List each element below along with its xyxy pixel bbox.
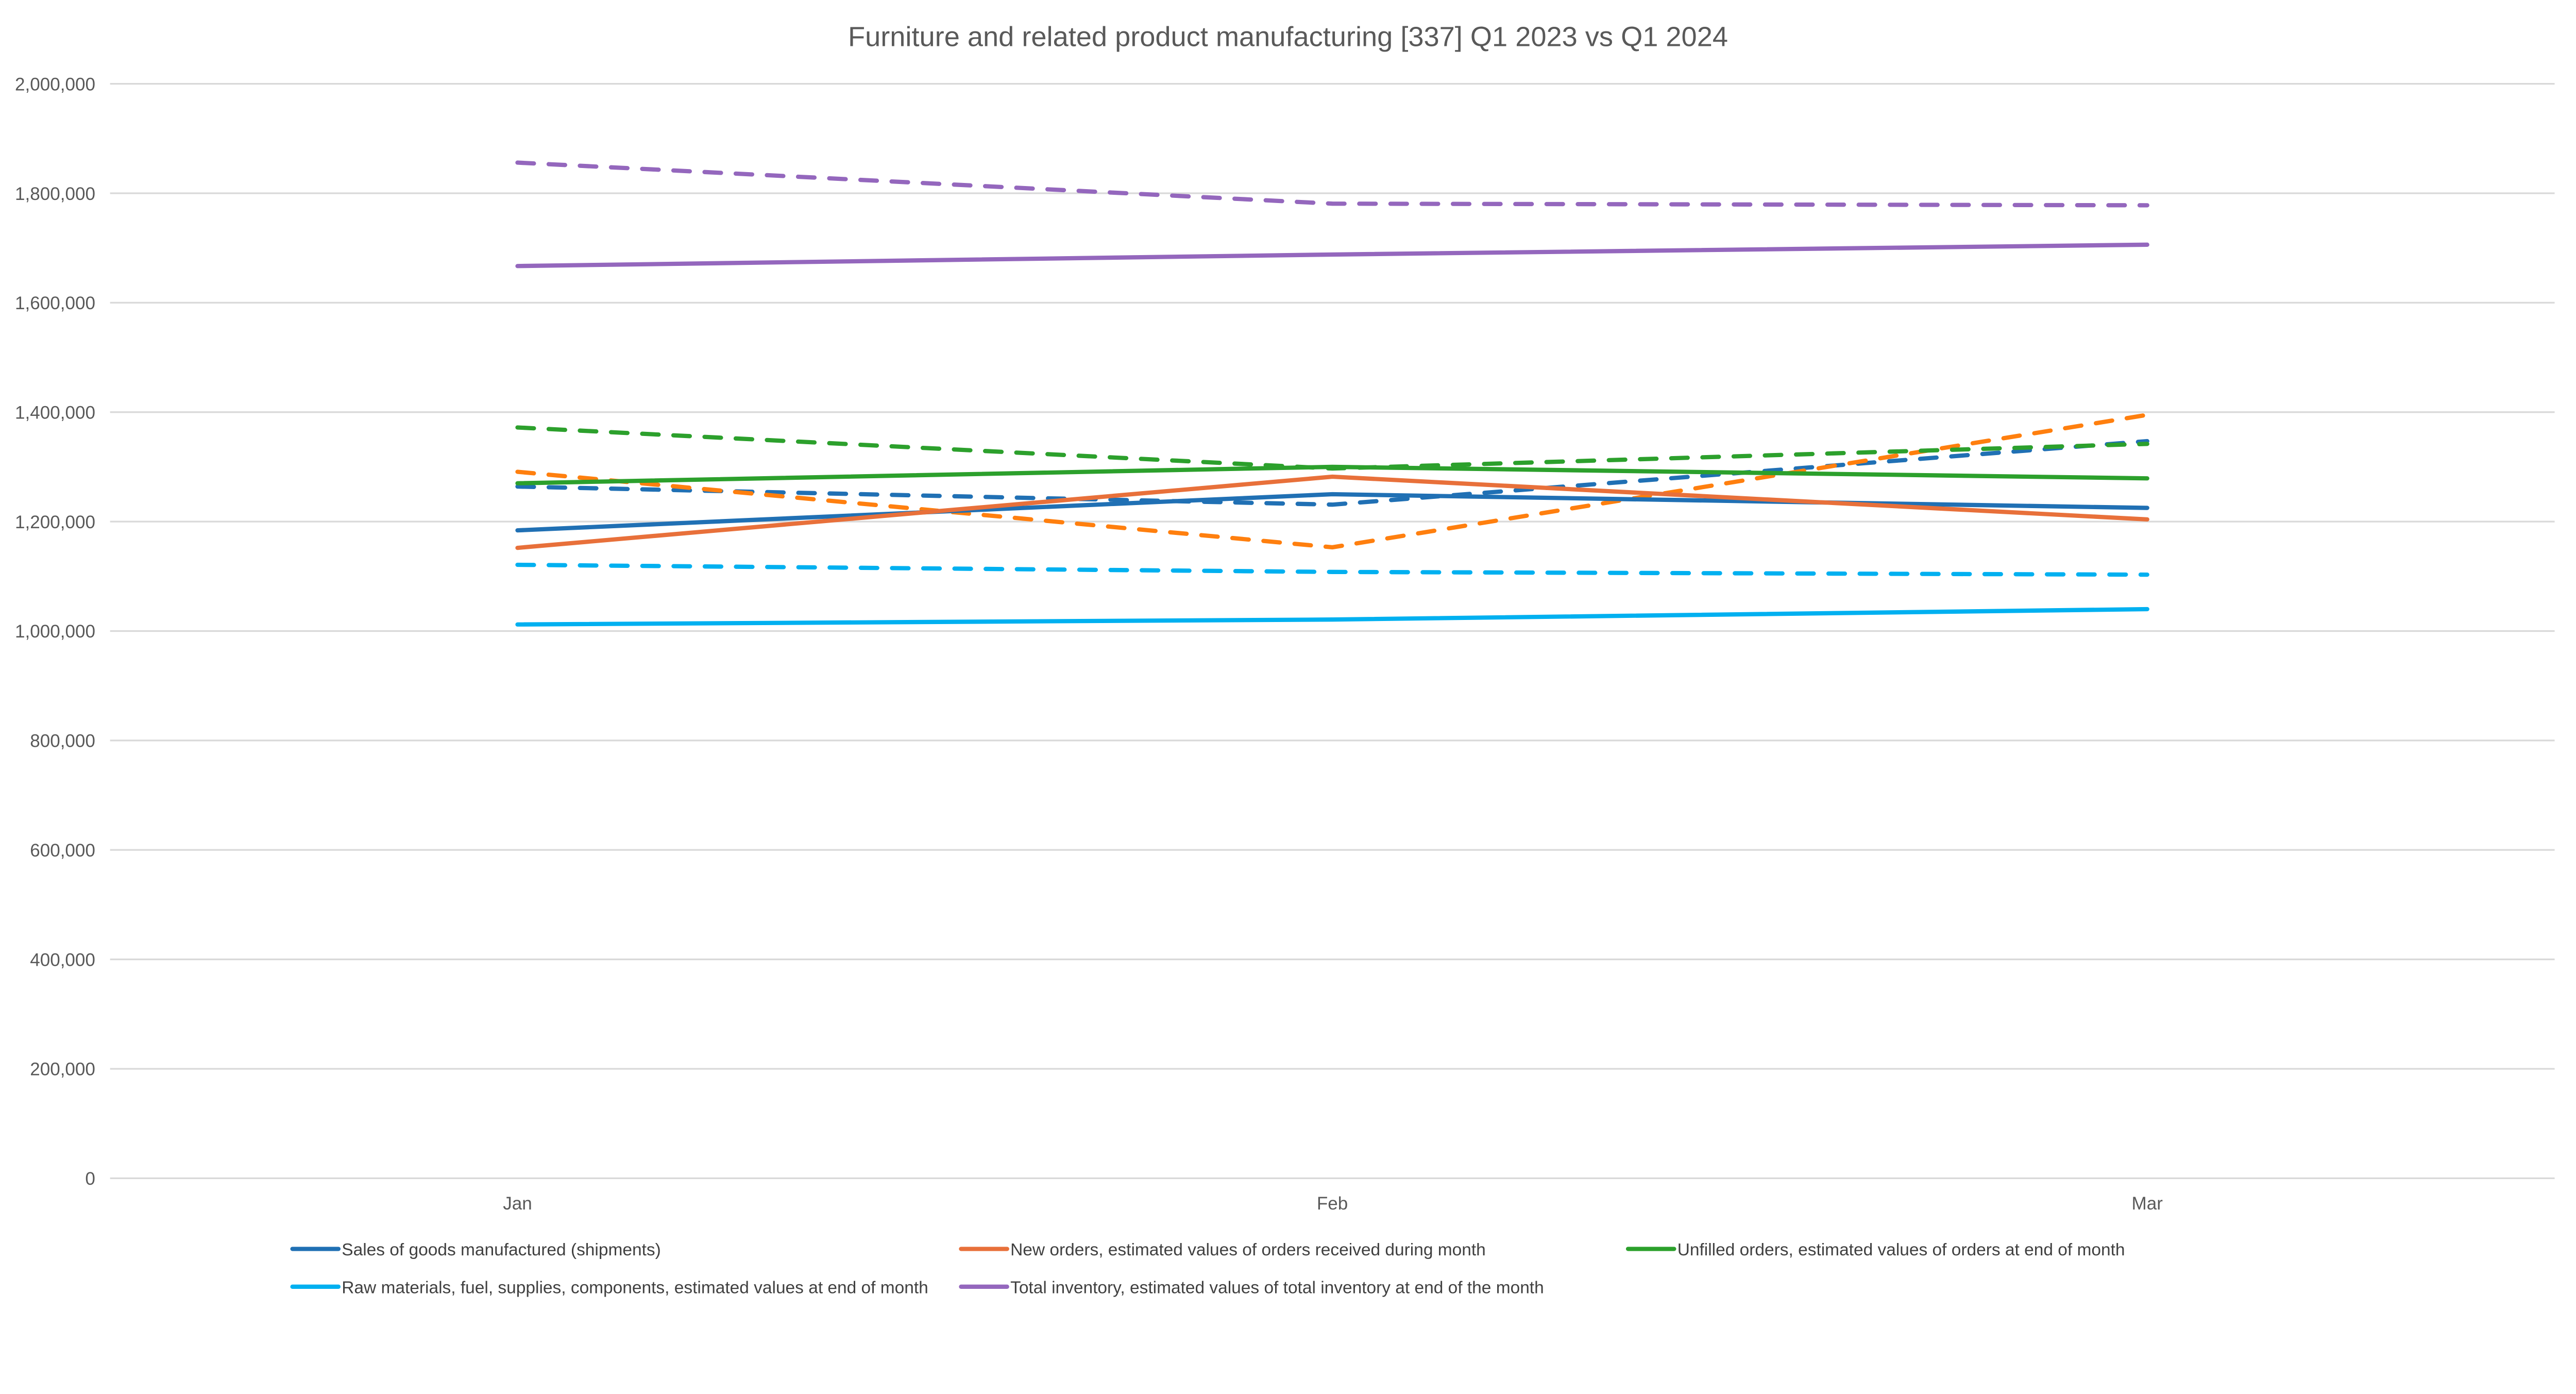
chart-title: Furniture and related product manufactur… <box>848 21 1728 52</box>
legend: Sales of goods manufactured (shipments) N… <box>290 1240 2125 1298</box>
legend-label: Sales of goods manufactured (shipments) <box>342 1240 660 1259</box>
y-tick-label: 2,000,000 <box>15 74 95 94</box>
y-tick-label: 1,200,000 <box>15 512 95 532</box>
line-chart: Furniture and related product manufactur… <box>0 0 2576 1316</box>
y-axis-ticks: 0 200,000 400,000 600,000 800,000 1,000,000 1,… <box>15 74 95 1189</box>
chart-background <box>0 0 2576 1316</box>
x-axis-ticks: Jan Feb Mar <box>503 1194 2163 1214</box>
y-tick-label: 800,000 <box>30 731 95 751</box>
legend-label: Raw materials, fuel, supplies, component… <box>342 1279 928 1298</box>
series-lines <box>515 160 2149 627</box>
legend-label: New orders, estimated values of orders r… <box>1010 1240 1486 1259</box>
y-tick-label: 1,000,000 <box>15 622 95 642</box>
y-tick-label: 1,400,000 <box>15 402 95 423</box>
y-tick-label: 1,800,000 <box>15 184 95 204</box>
y-tick-label: 0 <box>85 1169 95 1189</box>
legend-label: Total inventory, estimated values of tot… <box>1010 1279 1544 1298</box>
gridlines <box>110 83 2555 1179</box>
y-tick-label: 600,000 <box>30 841 95 861</box>
x-tick-label: Jan <box>503 1194 532 1214</box>
y-tick-label: 400,000 <box>30 950 95 970</box>
y-tick-label: 1,600,000 <box>15 293 95 313</box>
y-tick-label: 200,000 <box>30 1060 95 1080</box>
x-tick-label: Feb <box>1317 1194 1348 1214</box>
x-tick-label: Mar <box>2132 1194 2163 1214</box>
legend-label: Unfilled orders, estimated values of ord… <box>1677 1240 2125 1259</box>
